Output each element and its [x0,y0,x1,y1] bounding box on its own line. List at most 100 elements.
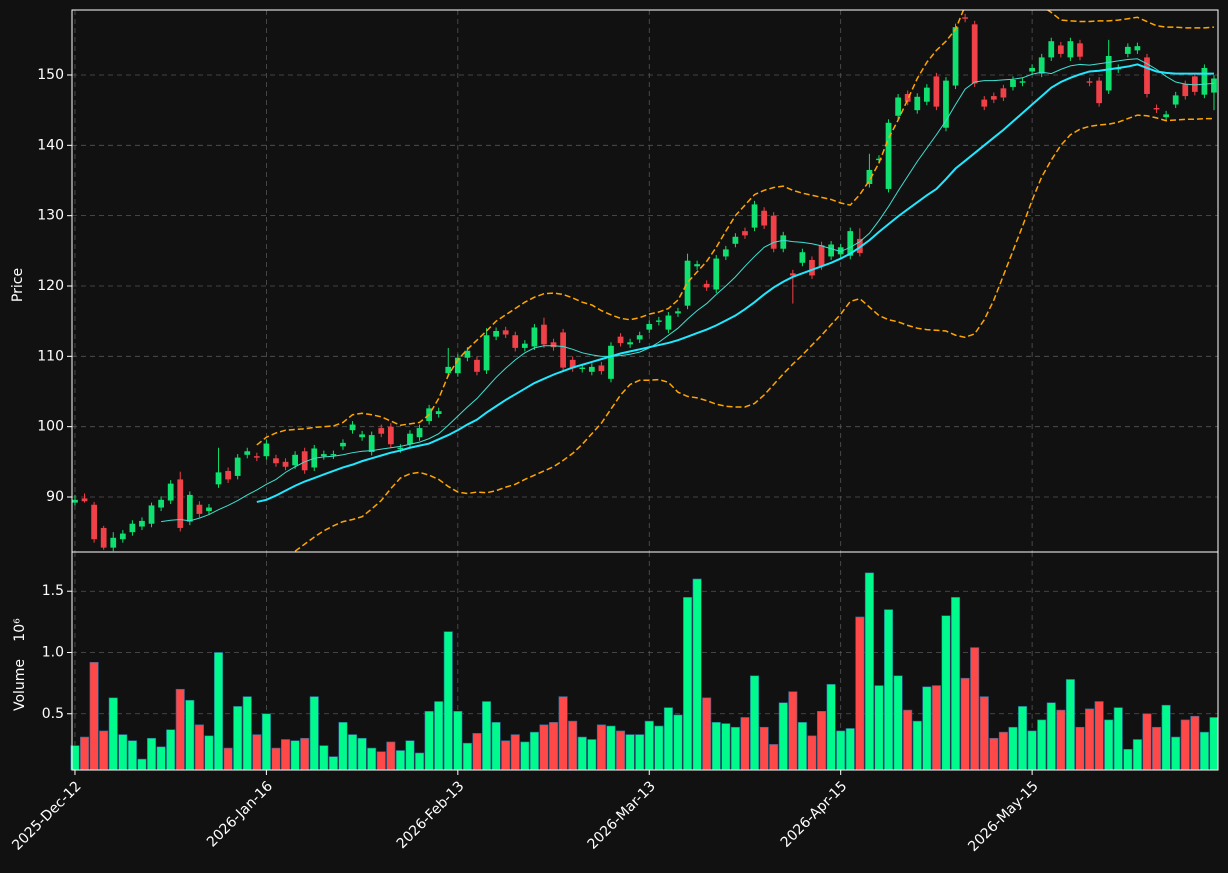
candle-body [675,311,681,314]
candle-body [742,231,748,236]
volume-bar [711,722,721,771]
candle-body [684,260,691,306]
candle-body [550,342,557,348]
volume-bar [510,734,520,771]
candle-body [770,215,777,249]
overlay-line [256,63,1214,503]
volume-bar [903,709,913,771]
volume-bar [300,737,310,771]
volume-bar [998,731,1008,771]
volume-bar [663,707,673,771]
candle-body [330,454,337,456]
volume-bar [348,734,358,771]
volume-bar [912,720,922,771]
volume-bar [529,731,539,771]
candle-body [435,411,442,415]
candle-body [876,158,882,161]
volume-bar [271,747,281,771]
candle-body [215,472,222,485]
candle-body [541,324,547,345]
volume-bar [970,647,980,771]
candle-body [655,320,662,322]
candle-body [1029,67,1035,72]
volume-bar [1046,702,1056,771]
volume-bar [673,714,683,771]
volume-bar [568,720,578,771]
candle-body [713,258,720,290]
volume-bar [108,697,118,771]
volume-bar [319,745,329,771]
volume-bar [233,706,243,771]
y-tick-label: 120 [37,278,64,294]
volume-bar [1190,715,1200,771]
candle-body [952,27,959,86]
volume-bar [960,677,970,771]
candle-body [483,335,490,371]
volume-frame [71,551,1219,771]
candle-body [579,367,586,369]
volume-bar [367,747,377,771]
candle-body [531,327,538,347]
overlay-line [292,114,1214,552]
volume-bar [482,701,492,771]
candle-body [368,435,375,452]
candle-body [560,332,566,368]
volume-bar [89,661,99,771]
y-tick-label: 140 [37,137,64,153]
candle-body [91,504,97,540]
volume-bar [1209,717,1219,771]
volume-bar [836,730,846,771]
candle-body [732,236,739,244]
volume-axis-label: Volume [12,659,28,711]
candle-body [809,259,815,276]
candle-body [856,238,863,253]
volume-bar [328,756,338,771]
volume-bar [214,652,224,771]
candle-body [1077,43,1083,57]
volume-bar [127,740,137,771]
volume-bar [730,726,740,771]
candle-body [1096,80,1102,104]
candle-body [904,93,911,102]
volume-bar [242,696,252,771]
volume-bar [644,720,654,771]
candle-body [167,483,174,501]
volume-bar [683,597,693,771]
candle-body [598,365,605,372]
candle-body [72,499,78,503]
volume-bar [424,711,434,771]
candle-body [646,323,653,330]
volume-bar [654,725,664,771]
volume-bar [223,747,233,771]
candle-body [617,336,624,343]
candle-body [454,357,461,374]
candle-body [378,428,385,434]
volume-bar [625,734,635,771]
volume-bar [845,728,855,771]
candle-body [866,169,873,185]
volume-bar [1008,726,1018,771]
volume-bar [1075,726,1085,771]
volume-bar [922,686,932,771]
candle-body [110,537,117,548]
volume-bar [807,735,817,771]
candle-body [521,343,528,348]
volume-tick-label: 0.5 [42,706,64,722]
y-tick-label: 100 [37,419,64,435]
candle-body [818,245,825,267]
candle-body [512,335,519,348]
overlay-line [256,10,1215,446]
volume-bar [826,684,836,771]
volume-bar [1132,739,1142,771]
volume-bar [386,741,396,771]
candle-body [1105,55,1112,91]
candle-body [186,494,193,522]
volume-bar [740,717,750,771]
candle-body [751,204,758,228]
candle-body [569,359,576,369]
candle-body [789,273,796,276]
volume-bar [118,734,128,771]
candle-body [292,454,298,466]
candle-body [1086,81,1093,83]
volume-bar [472,733,482,771]
